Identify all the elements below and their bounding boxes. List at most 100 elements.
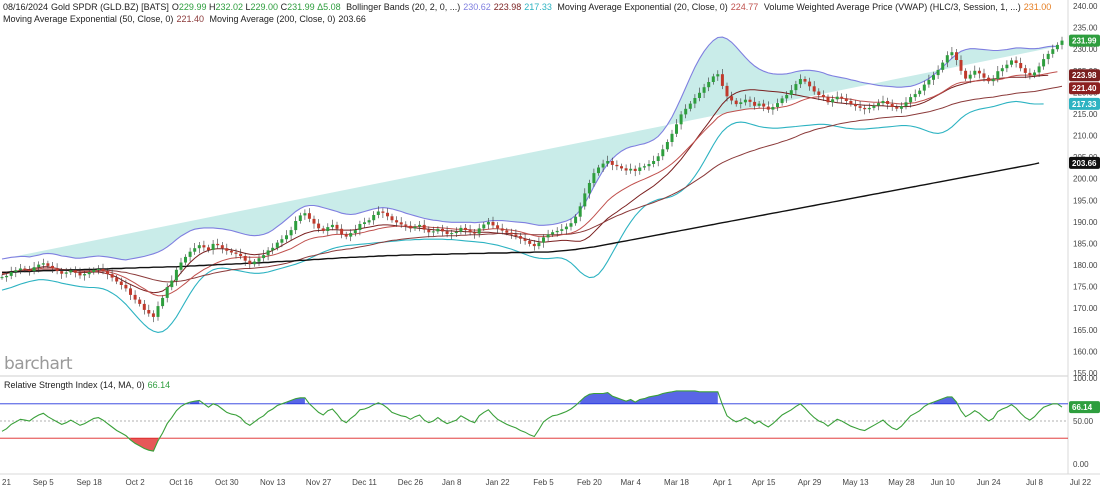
- candle-body: [707, 82, 711, 88]
- rsi-label[interactable]: Relative Strength Index (14, MA, 0): [4, 380, 145, 390]
- time-tick-label: Sep 5: [33, 478, 54, 487]
- candle-body: [569, 223, 573, 227]
- candle-body: [684, 108, 688, 115]
- legend-ma200-label[interactable]: Moving Average (200, Close, 0): [209, 14, 336, 24]
- candle-body: [188, 251, 192, 257]
- candle-body: [298, 215, 302, 221]
- candle-body: [326, 227, 330, 231]
- price-tag: 223.98: [1069, 69, 1100, 82]
- candle-body: [399, 222, 403, 225]
- candle-body: [5, 275, 9, 278]
- candle-body: [840, 96, 844, 99]
- candle-body: [698, 92, 701, 98]
- time-tick-label: Jun 10: [931, 478, 956, 487]
- candle-body: [615, 164, 619, 167]
- candle-body: [23, 268, 27, 270]
- candle-body: [936, 69, 940, 76]
- candle-body: [129, 288, 132, 295]
- candle-body: [716, 74, 720, 77]
- legend-close: 231.99: [287, 2, 315, 12]
- candle-body: [87, 272, 91, 275]
- legend-vwap-value: 231.00: [1023, 2, 1052, 12]
- legend-ma200-value: 203.66: [338, 14, 366, 24]
- candle-body: [92, 269, 96, 272]
- candle-body: [858, 106, 862, 108]
- candle-body: [734, 100, 738, 105]
- candle-body: [964, 70, 968, 79]
- candle-body: [390, 216, 394, 221]
- candle-body: [381, 211, 385, 213]
- candle-body: [83, 274, 87, 276]
- candle-body: [711, 76, 715, 82]
- candle-body: [771, 107, 775, 110]
- rsi-tick-label: 50.00: [1073, 417, 1094, 426]
- candle-body: [863, 107, 867, 110]
- candle-body: [445, 231, 449, 234]
- candle-body: [601, 163, 605, 168]
- candle-body: [330, 224, 334, 228]
- candle-body: [202, 245, 206, 248]
- legend-l-label: L: [245, 2, 251, 12]
- price-tag: 221.40: [1069, 82, 1100, 95]
- time-tick-label: Dec 26: [398, 478, 424, 487]
- candle-body: [817, 91, 821, 95]
- barchart-logo: barchart: [4, 354, 73, 374]
- candle-body: [41, 263, 45, 265]
- candle-body: [110, 274, 114, 278]
- candle-body: [766, 106, 770, 110]
- candle-body: [679, 114, 683, 125]
- candle-body: [408, 225, 412, 229]
- candle-body: [0, 277, 4, 279]
- price-tag-bg: [1069, 82, 1100, 95]
- candle-body: [835, 96, 839, 100]
- candle-body: [184, 256, 187, 263]
- time-tick-label: Apr 1: [713, 478, 733, 487]
- candle-body: [275, 242, 279, 248]
- price-tick-label: 185.00: [1073, 240, 1098, 249]
- price-tick-label: 165.00: [1073, 326, 1098, 335]
- candle-body: [262, 255, 266, 259]
- candle-body: [147, 310, 151, 314]
- candle-body: [798, 79, 802, 85]
- candle-body: [904, 102, 908, 107]
- candle-body: [197, 245, 201, 249]
- candle-body: [64, 272, 68, 274]
- legend-bb-label[interactable]: Bollinger Bands (20, 2, 0, ...): [346, 2, 461, 12]
- candle-body: [922, 84, 926, 91]
- candle-body: [991, 79, 995, 82]
- legend-ema20-label[interactable]: Moving Average Exponential (20, Close, 0…: [557, 2, 728, 12]
- candle-body: [932, 75, 935, 80]
- price-tick-label: 230.00: [1073, 45, 1098, 54]
- candle-body: [73, 270, 77, 273]
- price-tag-text: 223.98: [1072, 71, 1097, 80]
- candle-body: [477, 228, 481, 234]
- price-tick-label: 240.00: [1073, 2, 1098, 11]
- candle-body: [647, 164, 651, 167]
- candle-body: [335, 224, 339, 229]
- candle-body: [551, 232, 555, 235]
- price-tick-label: 190.00: [1073, 218, 1098, 227]
- candle-body: [468, 230, 472, 233]
- rsi-tag-text: 66.14: [1072, 403, 1093, 412]
- candle-body: [977, 70, 981, 74]
- bollinger-band-fill: [2, 37, 1058, 260]
- legend-symbol[interactable]: Gold SPDR (GLD.BZ) [BATS]: [51, 2, 169, 12]
- candle-body: [776, 103, 779, 107]
- candle-body: [560, 229, 564, 231]
- rsi-oversold-fill: [130, 438, 158, 452]
- candle-body: [239, 253, 243, 256]
- candle-body: [500, 228, 504, 231]
- candle-body: [106, 271, 109, 275]
- legend-vwap-label[interactable]: Volume Weighted Average Price (VWAP) (HL…: [763, 2, 1021, 12]
- candle-body: [519, 236, 522, 239]
- candle-body: [844, 98, 848, 101]
- candle-body: [661, 149, 665, 157]
- price-tag-bg: [1069, 34, 1100, 47]
- candle-body: [193, 248, 197, 252]
- price-legend-line2: Moving Average Exponential (50, Close, 0…: [3, 14, 369, 25]
- candle-body: [509, 232, 513, 235]
- price-tag: 203.66: [1069, 156, 1100, 169]
- legend-ema50-label[interactable]: Moving Average Exponential (50, Close, 0…: [3, 14, 174, 24]
